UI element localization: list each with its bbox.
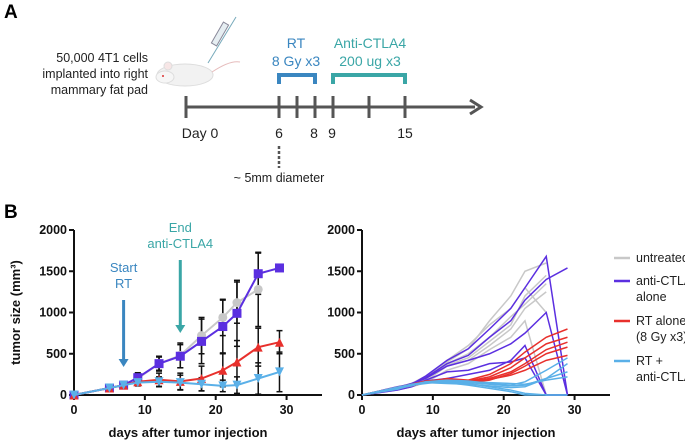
legend-label: anti-CTLA4 xyxy=(636,274,685,288)
data-point-triangle-down xyxy=(154,377,164,387)
series-line-anti xyxy=(73,266,280,396)
data-point-square xyxy=(197,336,207,346)
data-point-square xyxy=(274,263,284,273)
annotation-text: Start xyxy=(110,260,138,275)
implant-line-3: mammary fat pad xyxy=(51,83,148,97)
x-tick-label: 20 xyxy=(209,403,223,417)
implant-line-1: 50,000 4T1 cells xyxy=(56,51,148,65)
y-tick-label: 1000 xyxy=(39,306,67,320)
data-point-square xyxy=(253,269,263,279)
legend-label: untreated xyxy=(636,251,685,265)
timeline xyxy=(184,96,484,118)
legend-item-untreated: untreated xyxy=(614,251,685,265)
data-point-triangle-down xyxy=(175,378,185,388)
annotation-arrowhead xyxy=(118,359,129,367)
annotation-arrowhead xyxy=(175,325,186,333)
data-point-triangle xyxy=(232,357,242,367)
ctla4-label: Anti-CTLA4 200 ug x3 xyxy=(334,35,407,69)
legend-label: alone xyxy=(636,290,667,304)
data-point-circle xyxy=(218,312,228,322)
x-tick-label: 30 xyxy=(280,403,294,417)
data-point-triangle-down xyxy=(104,383,114,393)
rt-dose: 8 Gy x3 xyxy=(272,53,320,69)
individual-line-rtanti xyxy=(361,381,568,396)
tick-8: 8 xyxy=(310,125,318,141)
data-point-square xyxy=(175,351,185,361)
data-point-triangle-down xyxy=(218,381,228,391)
y-tick-label: 500 xyxy=(334,347,355,361)
x-axis-label: days after tumor injection xyxy=(109,425,268,440)
legend-item-anti: anti-CTLA4 alone xyxy=(614,274,685,304)
implant-line-2: implanted into right xyxy=(42,67,148,81)
x-tick-label: 30 xyxy=(568,403,582,417)
legend-item-rtanti: RT + anti-CTLA4 xyxy=(614,354,685,384)
annotation-text: End xyxy=(169,220,192,235)
individual-line-rtanti xyxy=(361,363,568,396)
y-tick-label: 0 xyxy=(60,388,67,402)
x-tick-label: 10 xyxy=(138,403,152,417)
data-point-triangle-down xyxy=(69,390,79,400)
data-point-triangle-down xyxy=(253,374,263,383)
chart-individual-tumor-size: 0 10 20 30 0 500 1000 1500 2000 days after tumor … xyxy=(327,223,685,440)
chart-mean-tumor-size: 0 10 20 30 0 500 1000 1500 2000 days after tumor … xyxy=(8,220,322,440)
y-tick-label: 500 xyxy=(46,347,67,361)
data-point-triangle xyxy=(218,365,228,375)
series-line-untreated xyxy=(73,288,259,396)
data-point-circle xyxy=(253,284,263,294)
mouse-icon xyxy=(155,61,241,87)
ctla4-dose: 200 ug x3 xyxy=(339,53,401,69)
ctla4-title: Anti-CTLA4 xyxy=(334,35,407,51)
legend-label: (8 Gy x3) xyxy=(636,330,685,344)
panel-b-label: B xyxy=(4,202,18,223)
y-tick-label: 1500 xyxy=(39,264,67,278)
series-line-rt xyxy=(73,341,280,396)
annotation-text: anti-CTLA4 xyxy=(147,236,213,251)
y-tick-label: 2000 xyxy=(327,223,355,237)
legend-item-rt: RT alone (8 Gy x3) xyxy=(614,314,685,344)
data-point-circle xyxy=(232,298,242,308)
tick-9: 9 xyxy=(328,125,336,141)
data-point-square xyxy=(232,308,242,318)
data-point-triangle-down xyxy=(133,378,143,388)
syringe-icon xyxy=(207,16,237,64)
individual-line-rt xyxy=(361,336,568,396)
legend-label: RT alone xyxy=(636,314,685,328)
legend-label: RT + xyxy=(636,354,663,368)
x-tick-label: 20 xyxy=(497,403,511,417)
tick-6: 6 xyxy=(275,125,283,141)
data-point-triangle-down xyxy=(274,367,284,377)
series-line-rtanti xyxy=(73,370,280,396)
x-axis-label: days after tumor injection xyxy=(397,425,556,440)
diameter-note: ~ 5mm diameter xyxy=(234,171,325,185)
x-tick-label: 0 xyxy=(359,403,366,417)
timeline-ticks: Day 0 6 8 9 15 xyxy=(182,125,413,141)
y-tick-label: 1500 xyxy=(327,264,355,278)
panel-a-label: A xyxy=(4,2,18,23)
data-point-triangle-down xyxy=(232,380,242,390)
annotation-text: RT xyxy=(115,276,132,291)
data-point-square xyxy=(154,359,164,369)
x-tick-label: 0 xyxy=(71,403,78,417)
y-tick-label: 0 xyxy=(348,388,355,402)
individual-line-untreated xyxy=(361,283,547,396)
rt-bracket xyxy=(277,73,317,84)
y-tick-label: 1000 xyxy=(327,306,355,320)
rt-title: RT xyxy=(287,35,306,51)
data-point-triangle xyxy=(274,337,284,347)
x-tick-label: 10 xyxy=(426,403,440,417)
ctla4-bracket xyxy=(331,73,407,84)
tick-15: 15 xyxy=(397,125,413,141)
tick-day0: Day 0 xyxy=(182,125,219,141)
rt-label: RT 8 Gy x3 xyxy=(272,35,320,69)
data-point-triangle xyxy=(253,342,263,352)
data-point-square xyxy=(218,322,228,332)
implant-text: 50,000 4T1 cells implanted into right ma… xyxy=(42,51,148,97)
legend-label: anti-CTLA4 xyxy=(636,370,685,384)
data-point-triangle-down xyxy=(197,379,207,389)
y-axis-label: tumor size (mm³) xyxy=(8,260,23,365)
data-point-triangle-down xyxy=(119,380,129,390)
y-tick-label: 2000 xyxy=(39,223,67,237)
